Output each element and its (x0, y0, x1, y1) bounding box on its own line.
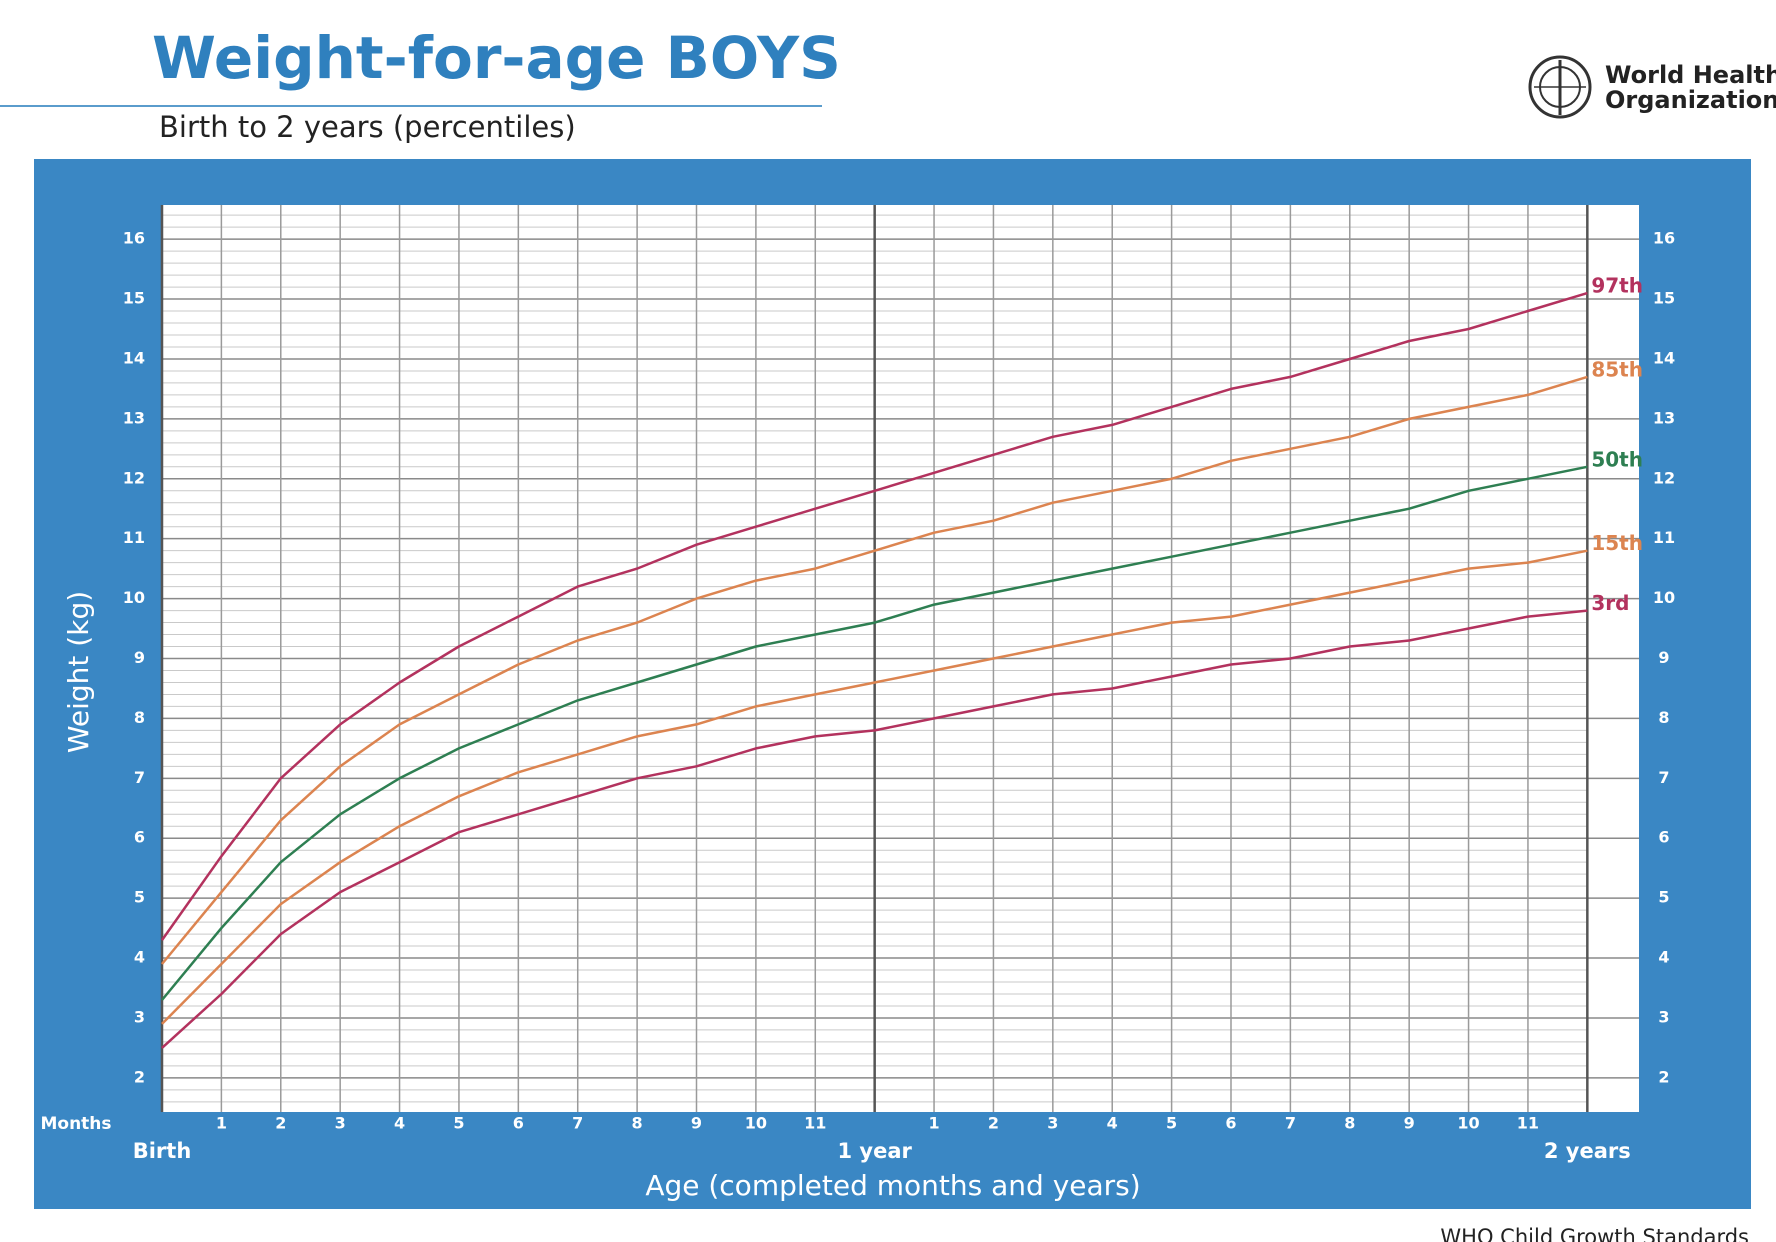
chart-title: Weight-for-age BOYS (152, 24, 841, 92)
x-tick-label: 4 (1107, 1114, 1118, 1133)
x-tick-label: 3 (335, 1114, 346, 1133)
y-tick-label-right: 11 (1653, 528, 1675, 547)
chart-subtitle: Birth to 2 years (percentiles) (159, 110, 576, 144)
y-tick-label-right: 14 (1653, 348, 1675, 367)
y-tick-label: 8 (134, 708, 145, 727)
y-tick-label: 5 (134, 888, 145, 907)
org-name: Organization (1605, 86, 1776, 114)
series-label: 50th (1591, 447, 1643, 471)
series-label: 85th (1591, 357, 1643, 381)
x-tick-label: 8 (632, 1114, 643, 1133)
y-tick-label-right: 2 (1658, 1067, 1669, 1086)
y-tick-label: 15 (123, 289, 145, 308)
x-tick-label: 4 (394, 1114, 405, 1133)
y-tick-label-right: 6 (1658, 828, 1669, 847)
y-tick-label-right: 13 (1653, 408, 1675, 427)
x-tick-label: 7 (1285, 1114, 1296, 1133)
x-tick-label: 10 (1457, 1114, 1479, 1133)
y-tick-label: 3 (134, 1007, 145, 1026)
series-label: 3rd (1591, 591, 1629, 615)
x-major-label: 2 years (1544, 1139, 1631, 1163)
percentile-line (161, 465, 1588, 1001)
x-tick-label: 10 (745, 1114, 767, 1133)
y-tick-label: 14 (123, 348, 145, 367)
x-unit-label: Months (40, 1114, 111, 1134)
y-tick-label-right: 7 (1658, 768, 1669, 787)
x-tick-label: 3 (1047, 1114, 1058, 1133)
org-name: World Health (1605, 61, 1776, 89)
y-tick-label-right: 10 (1653, 588, 1675, 607)
x-axis-label: Age (completed months and years) (645, 1169, 1140, 1202)
series-label: 15th (1591, 531, 1643, 555)
y-tick-label-right: 9 (1658, 648, 1669, 667)
percentile-line (161, 549, 1588, 1025)
y-tick-label: 9 (134, 648, 145, 667)
y-axis-label: Weight (kg) (62, 591, 95, 753)
x-major-label: 1 year (837, 1139, 912, 1163)
who-logo (1528, 55, 1592, 119)
y-tick-label: 6 (134, 828, 145, 847)
percentile-line (161, 375, 1588, 965)
y-tick-label-right: 3 (1658, 1007, 1669, 1026)
y-tick-label: 10 (123, 588, 145, 607)
y-tick-label: 7 (134, 768, 145, 787)
y-tick-label: 13 (123, 408, 145, 427)
x-tick-label: 6 (513, 1114, 524, 1133)
x-tick-label: 1 (928, 1114, 939, 1133)
y-tick-label-right: 12 (1653, 468, 1675, 487)
percentile-line (160, 291, 1588, 941)
y-tick-label-right: 8 (1658, 708, 1669, 727)
y-tick-label: 16 (123, 229, 145, 248)
x-tick-label: 9 (691, 1114, 702, 1133)
y-tick-label-right: 16 (1653, 229, 1675, 248)
x-tick-label: 1 (216, 1114, 227, 1133)
y-tick-label: 4 (134, 948, 145, 967)
y-tick-label-right: 4 (1658, 948, 1669, 967)
y-tick-label-right: 5 (1658, 888, 1669, 907)
x-tick-label: 2 (275, 1114, 286, 1133)
y-tick-label: 2 (134, 1067, 145, 1086)
y-tick-label: 11 (123, 528, 145, 547)
x-major-label: Birth (133, 1139, 192, 1163)
x-tick-label: 8 (1344, 1114, 1355, 1133)
x-tick-label: 5 (453, 1114, 464, 1133)
footer: WHO Child Growth Standards (1440, 1225, 1749, 1242)
percentile-line (161, 609, 1588, 1049)
y-tick-label-right: 15 (1653, 289, 1675, 308)
y-tick-label: 12 (123, 468, 145, 487)
series-label: 97th (1591, 274, 1643, 298)
x-tick-label: 11 (1517, 1114, 1539, 1133)
marks: 97th 85th 50th 15th 3rd (160, 274, 1643, 1049)
x-tick-label: 9 (1404, 1114, 1415, 1133)
x-tick-label: 6 (1225, 1114, 1236, 1133)
x-tick-label: 5 (1166, 1114, 1177, 1133)
x-tick-label: 7 (572, 1114, 583, 1133)
x-tick-label: 11 (804, 1114, 826, 1133)
x-tick-label: 2 (988, 1114, 999, 1133)
